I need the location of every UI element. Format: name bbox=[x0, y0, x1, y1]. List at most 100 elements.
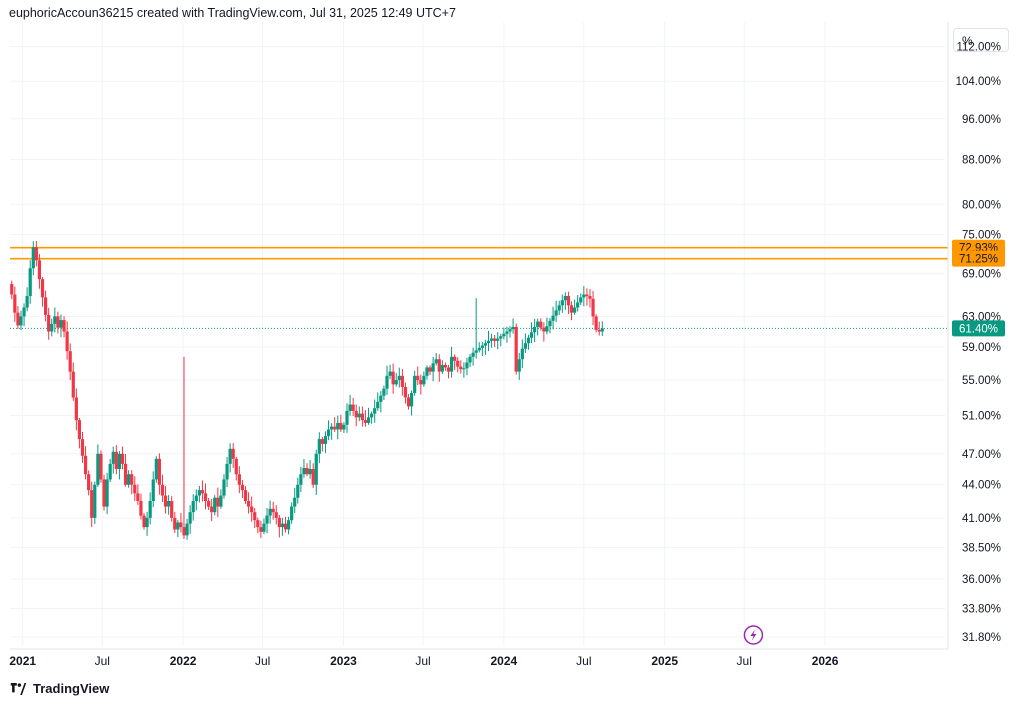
candle bbox=[376, 392, 380, 411]
candle-body bbox=[167, 501, 171, 507]
candle bbox=[483, 339, 488, 355]
y-tick-label: 38.50% bbox=[962, 542, 1001, 554]
candle bbox=[99, 450, 103, 483]
candle-body bbox=[305, 467, 309, 475]
candle bbox=[536, 318, 540, 336]
candle bbox=[486, 330, 491, 352]
candle bbox=[471, 347, 475, 366]
candle-body bbox=[93, 484, 97, 518]
candle-body bbox=[342, 424, 346, 430]
candle-body bbox=[99, 453, 103, 480]
candle-body bbox=[471, 352, 475, 357]
candle bbox=[320, 436, 324, 452]
candle bbox=[228, 443, 232, 473]
candle bbox=[351, 397, 355, 417]
candle-body bbox=[22, 307, 26, 317]
scale-unit-toggle[interactable]: % bbox=[953, 28, 1009, 52]
candle-body bbox=[379, 395, 383, 402]
candle bbox=[403, 382, 408, 404]
scale-unit-label: % bbox=[962, 34, 973, 48]
candle-body bbox=[523, 343, 527, 349]
footer-brand[interactable]: TradingView bbox=[9, 681, 109, 696]
candle-body bbox=[68, 351, 72, 372]
candle bbox=[336, 415, 340, 440]
candle-body bbox=[234, 458, 238, 475]
candle bbox=[394, 373, 398, 387]
candle bbox=[502, 327, 506, 340]
candle bbox=[597, 321, 601, 336]
y-tick-label: 112.00% bbox=[956, 41, 1001, 53]
candle bbox=[274, 505, 278, 525]
candle bbox=[50, 318, 54, 337]
candle bbox=[400, 369, 404, 396]
candle-body bbox=[440, 364, 444, 372]
candle-body bbox=[323, 436, 328, 444]
candle-body bbox=[16, 312, 20, 326]
candle-body bbox=[59, 320, 63, 328]
candle-body bbox=[47, 314, 51, 332]
candle bbox=[114, 445, 118, 475]
candle bbox=[167, 495, 171, 515]
candle-body bbox=[434, 359, 438, 364]
candle-body bbox=[74, 397, 78, 421]
candle bbox=[311, 463, 315, 489]
chart-grid bbox=[10, 22, 945, 646]
candle bbox=[305, 463, 309, 477]
candle-body bbox=[557, 305, 561, 311]
candle bbox=[566, 291, 571, 315]
candle-body bbox=[256, 520, 260, 528]
candle bbox=[382, 385, 386, 400]
candle-body bbox=[480, 345, 484, 348]
y-tick-label: 69.00% bbox=[962, 269, 1001, 281]
candle bbox=[333, 417, 337, 432]
candle-body bbox=[56, 316, 60, 328]
candle bbox=[366, 407, 371, 425]
candle-body bbox=[185, 523, 189, 536]
candle-body bbox=[373, 408, 377, 414]
candle bbox=[440, 360, 444, 374]
candle bbox=[47, 307, 51, 340]
candle-body bbox=[250, 506, 254, 513]
candle bbox=[428, 365, 432, 376]
candle bbox=[25, 287, 29, 312]
candle bbox=[176, 519, 180, 538]
candle bbox=[526, 334, 531, 350]
candle bbox=[573, 299, 577, 315]
candle bbox=[339, 414, 343, 432]
candle bbox=[182, 356, 186, 539]
candle bbox=[231, 443, 235, 468]
candle bbox=[120, 446, 125, 470]
candle bbox=[406, 393, 411, 410]
candle bbox=[210, 498, 214, 522]
candle-body bbox=[194, 495, 198, 502]
candle bbox=[468, 354, 472, 368]
candle bbox=[136, 484, 140, 505]
candle-body bbox=[40, 279, 45, 298]
candle bbox=[105, 472, 109, 515]
candle bbox=[90, 481, 94, 528]
candle bbox=[194, 489, 198, 511]
candle bbox=[342, 422, 346, 433]
candle-body bbox=[90, 490, 94, 518]
candle bbox=[446, 364, 451, 379]
candle-body bbox=[210, 506, 214, 513]
x-tick-label: Jul bbox=[255, 654, 270, 668]
candle-body bbox=[34, 247, 38, 261]
candle bbox=[582, 286, 586, 307]
candle-body bbox=[148, 501, 152, 518]
candle-body bbox=[191, 501, 195, 513]
candle bbox=[253, 508, 257, 528]
candle-body bbox=[489, 338, 494, 341]
candle-body bbox=[428, 367, 432, 372]
candle-body bbox=[213, 497, 217, 513]
candle bbox=[117, 450, 122, 480]
candle-body bbox=[376, 401, 380, 409]
candle bbox=[391, 363, 395, 394]
candle-body bbox=[449, 356, 454, 372]
event-marker[interactable] bbox=[743, 625, 764, 645]
candle bbox=[585, 288, 589, 306]
candle-body bbox=[579, 297, 583, 303]
candle-body bbox=[87, 474, 91, 491]
candle bbox=[203, 483, 208, 510]
